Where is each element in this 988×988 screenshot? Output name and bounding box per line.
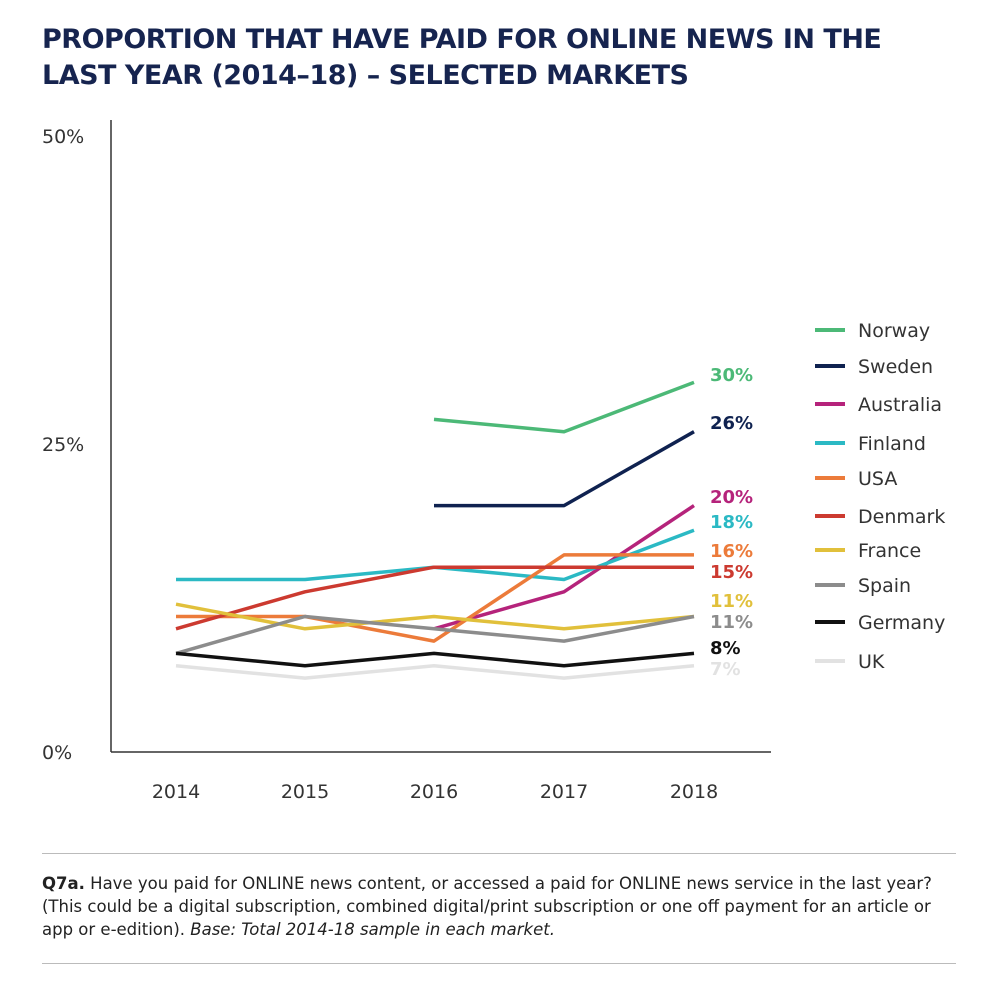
series-line-spain bbox=[175, 614, 695, 656]
x-tick-label: 2016 bbox=[410, 781, 458, 803]
legend-label-spain: Spain bbox=[858, 575, 911, 597]
end-label-norway: 30% bbox=[710, 365, 753, 386]
footnote-question-id: Q7a. bbox=[42, 874, 85, 893]
footnote-question-text: Have you paid for ONLINE news content, o… bbox=[42, 874, 932, 939]
end-label-france: 11% bbox=[710, 591, 753, 612]
series-line-australia bbox=[433, 504, 695, 631]
legend-label-norway: Norway bbox=[858, 320, 930, 342]
y-axis-ticks: 0% 25% 50% bbox=[42, 126, 84, 764]
footnote-base-text: Base: Total 2014-18 sample in each marke… bbox=[190, 920, 555, 939]
x-axis-ticks: 2014 2015 2016 2017 2018 bbox=[152, 781, 718, 803]
series-end-labels: 30% 26% 20% 18% 16%15% 11%11% 8%7% bbox=[710, 365, 753, 680]
legend-label-usa: USA bbox=[858, 468, 897, 490]
series-line-usa bbox=[176, 553, 694, 643]
x-tick-label: 2014 bbox=[152, 781, 200, 803]
series-line-uk bbox=[175, 664, 695, 680]
y-tick-label: 0% bbox=[42, 742, 72, 764]
series-lines bbox=[175, 380, 695, 680]
series-line-france bbox=[175, 602, 695, 631]
footnote-top-divider bbox=[42, 853, 956, 854]
legend-label-sweden: Sweden bbox=[858, 356, 933, 378]
legend-label-finland: Finland bbox=[858, 433, 926, 455]
x-tick-label: 2017 bbox=[540, 781, 588, 803]
x-tick-label: 2015 bbox=[281, 781, 329, 803]
series-line-sweden bbox=[434, 430, 695, 508]
legend-label-france: France bbox=[858, 540, 921, 562]
end-label-uk: 7% bbox=[710, 659, 741, 680]
chart-legend: Norway Sweden Australia Finland USA Denmark Fr… bbox=[815, 320, 945, 673]
end-label-germany: 8% bbox=[710, 638, 741, 659]
y-tick-label: 50% bbox=[42, 126, 84, 148]
end-label-finland: 18% bbox=[710, 512, 753, 533]
end-label-australia: 20% bbox=[710, 487, 753, 508]
legend-label-australia: Australia bbox=[858, 394, 942, 416]
end-label-sweden: 26% bbox=[710, 413, 753, 434]
series-line-norway bbox=[433, 380, 695, 434]
chart-axes bbox=[110, 120, 771, 753]
end-label-spain: 11% bbox=[710, 612, 753, 633]
series-line-germany bbox=[175, 651, 695, 668]
chart-title: PROPORTION THAT HAVE PAID FOR ONLINE NEW… bbox=[42, 24, 882, 91]
series-line-denmark bbox=[175, 565, 694, 631]
x-tick-label: 2018 bbox=[670, 781, 718, 803]
legend-label-uk: UK bbox=[858, 651, 885, 673]
legend-label-denmark: Denmark bbox=[858, 506, 945, 528]
end-label-denmark: 15% bbox=[710, 562, 753, 583]
legend-label-germany: Germany bbox=[858, 612, 945, 634]
footnote: Q7a. Have you paid for ONLINE news conte… bbox=[42, 872, 954, 941]
footnote-bottom-divider bbox=[42, 963, 956, 964]
end-label-usa: 16% bbox=[710, 541, 753, 562]
y-tick-label: 25% bbox=[42, 434, 84, 456]
